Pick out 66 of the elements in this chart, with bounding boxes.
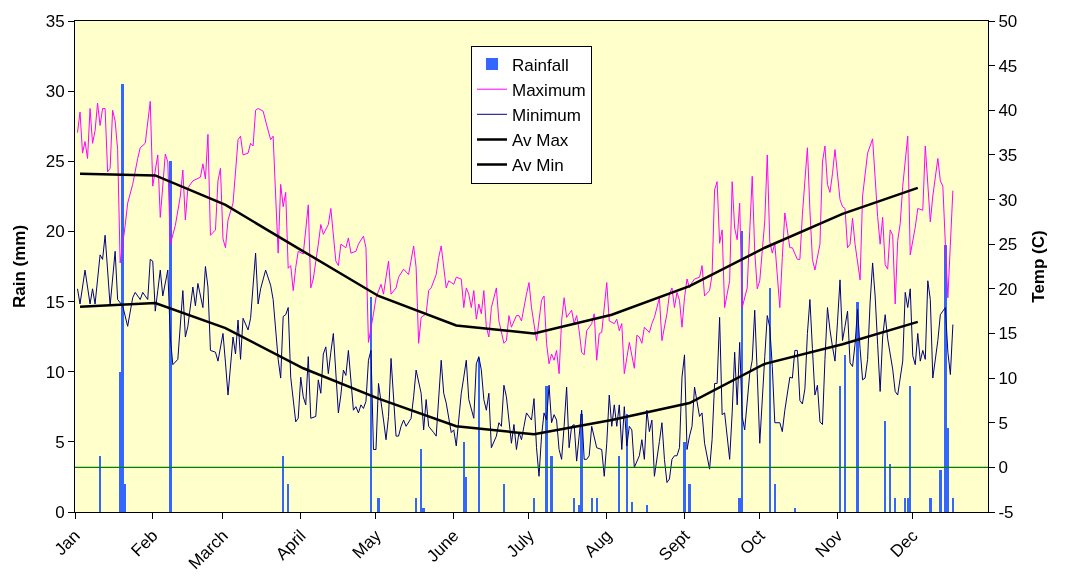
bar: [287, 484, 289, 512]
x-tick-label: Feb: [127, 526, 162, 561]
bar: [596, 498, 598, 512]
bar: [415, 498, 417, 512]
bar: [533, 498, 535, 512]
bar: [282, 456, 284, 512]
y2-tick-label: 40: [998, 101, 1018, 121]
bar: [377, 498, 380, 512]
bar: [939, 470, 942, 512]
legend-label: Av Max: [512, 131, 569, 151]
y2-tick-label: -5: [998, 502, 1014, 522]
y2-tick-label: 30: [998, 190, 1018, 210]
legend-label: Minimum: [512, 105, 581, 125]
bar: [794, 508, 796, 512]
legend-label: Maximum: [512, 80, 586, 100]
bar: [909, 386, 911, 512]
bar: [844, 355, 846, 512]
x-tick-label: July: [503, 525, 539, 562]
bar: [463, 442, 465, 512]
bar: [839, 386, 841, 512]
y-tick-label: 5: [55, 432, 65, 452]
bar: [884, 421, 886, 512]
y-tick-label: 10: [45, 362, 65, 382]
y2-tick-label: 50: [998, 11, 1018, 31]
bar: [894, 498, 896, 512]
bar: [688, 484, 691, 512]
y2-tick-label: 45: [998, 56, 1018, 76]
x-tick-label: May: [348, 525, 386, 563]
y-axis-title: Rain (mm): [10, 224, 30, 309]
y2-tick-label: 10: [998, 369, 1018, 389]
bar: [904, 498, 906, 512]
y2-tick-label: 20: [998, 279, 1018, 299]
y2-axis-title: Temp (C): [1028, 230, 1048, 303]
bar: [683, 442, 686, 512]
x-tick-label: Oct: [736, 526, 769, 559]
bar: [503, 484, 505, 512]
y2-tick-label: 15: [998, 324, 1018, 344]
bar: [774, 484, 776, 512]
bar: [420, 449, 422, 512]
y2-tick-label: 5: [998, 413, 1008, 433]
bar: [646, 505, 648, 512]
bar: [550, 456, 553, 512]
y-tick-label: 35: [45, 11, 65, 31]
y-tick-label: 15: [45, 292, 65, 312]
y2-tick-label: 0: [998, 458, 1008, 478]
bar: [889, 464, 891, 512]
bar: [929, 498, 932, 512]
y-tick-label: 25: [45, 152, 65, 172]
bar: [631, 502, 633, 512]
x-tick-label: Nov: [811, 525, 847, 562]
bar: [478, 358, 480, 512]
x-tick-label: Aug: [580, 526, 616, 562]
legend-label: Av Min: [512, 156, 564, 176]
y2-tick-label: 35: [998, 145, 1018, 165]
bar: [591, 498, 593, 512]
bar: [618, 456, 620, 512]
y-tick-label: 20: [45, 222, 65, 242]
legend-label: Rainfall: [512, 55, 569, 75]
y-tick-label: 30: [45, 82, 65, 102]
bar: [769, 288, 771, 512]
x-tick-label: Dec: [886, 525, 922, 562]
bar: [573, 498, 575, 512]
x-tick-label: Jan: [51, 526, 84, 560]
y-tick-label: 0: [55, 502, 65, 522]
bar: [952, 498, 954, 512]
y2-tick-label: 25: [998, 235, 1018, 255]
